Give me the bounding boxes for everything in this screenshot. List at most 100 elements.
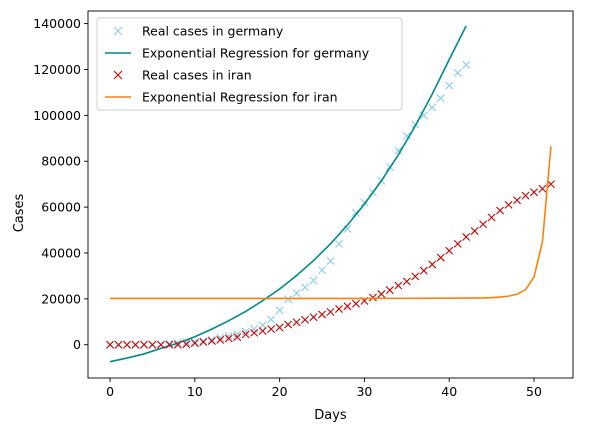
data-point: [402, 132, 411, 140]
data-point: [326, 307, 335, 316]
legend-item: Exponential Regression for iran: [105, 90, 338, 105]
data-point: [428, 260, 437, 269]
data-point: [487, 213, 496, 222]
data-point: [445, 81, 454, 90]
y-tick-label: 60000: [41, 200, 81, 215]
series-2: [106, 180, 555, 349]
data-point: [258, 321, 267, 330]
data-point: [292, 289, 301, 298]
x-tick-label: 30: [356, 384, 372, 399]
data-point: [148, 340, 157, 349]
data-point: [284, 320, 293, 329]
plot-area: [106, 25, 555, 363]
axes-frame: [87, 10, 574, 379]
data-point: [538, 184, 547, 193]
data-point: [199, 337, 208, 346]
data-point: [453, 68, 462, 77]
data-point: [394, 146, 403, 155]
data-point: [139, 340, 148, 349]
y-tick-label: 0: [73, 337, 81, 352]
x-tick-label: 40: [441, 384, 457, 399]
data-point: [301, 315, 310, 324]
data-point: [462, 232, 471, 241]
data-point: [241, 327, 250, 336]
data-point: [402, 277, 411, 286]
legend-box: [96, 17, 403, 111]
data-point: [453, 239, 462, 248]
y-tick-label: 80000: [41, 154, 81, 169]
data-point: [470, 226, 479, 235]
legend-swatch: [113, 70, 123, 80]
x-tick-label: 20: [272, 384, 288, 399]
series-3: [110, 146, 552, 300]
data-point: [250, 324, 259, 333]
data-point: [343, 302, 352, 311]
data-point: [233, 330, 242, 339]
data-point: [513, 196, 522, 205]
data-point: [275, 306, 284, 315]
legend-item: Real cases in iran: [113, 68, 252, 83]
data-point: [351, 299, 360, 308]
data-point: [377, 290, 386, 299]
data-point: [267, 325, 276, 334]
data-point: [275, 323, 284, 332]
data-point: [224, 332, 233, 341]
series-1: [109, 25, 467, 363]
data-point: [258, 326, 267, 335]
y-tick-label: 120000: [33, 62, 81, 77]
data-point: [267, 315, 276, 324]
data-point: [199, 337, 208, 346]
data-point: [233, 333, 242, 342]
x-tick-label: 0: [106, 384, 114, 399]
data-point: [385, 286, 394, 295]
data-point: [216, 335, 225, 344]
data-point: [334, 304, 343, 313]
data-point: [479, 220, 488, 229]
data-point: [190, 337, 199, 346]
data-point: [436, 253, 445, 262]
legend-label: Real cases in iran: [142, 68, 252, 83]
data-point: [419, 266, 428, 275]
data-point: [207, 337, 216, 346]
data-point: [173, 340, 182, 349]
data-point: [284, 295, 293, 304]
data-point: [309, 276, 318, 285]
data-point: [156, 340, 165, 349]
data-point: [428, 103, 437, 112]
data-point: [165, 340, 174, 349]
y-tick-label: 100000: [33, 108, 81, 123]
data-point: [106, 340, 115, 349]
data-point: [123, 340, 131, 349]
data-point: [326, 257, 335, 266]
y-tick-label: 20000: [41, 291, 81, 306]
data-point: [521, 191, 530, 200]
y-tick-label: 40000: [41, 245, 81, 260]
data-point: [131, 340, 140, 349]
legend-label: Exponential Regression for iran: [142, 90, 338, 105]
data-point: [496, 206, 505, 215]
data-point: [318, 266, 327, 275]
data-point: [114, 340, 123, 349]
data-point: [445, 246, 454, 255]
data-point: [216, 333, 225, 342]
series-line: [110, 146, 552, 300]
legend: Real cases in germany Exponential Regress…: [96, 17, 403, 111]
legend-item: Real cases in germany: [113, 24, 284, 39]
legend-swatch: [113, 26, 123, 36]
data-point: [207, 335, 216, 344]
x-tick-label: 50: [526, 384, 542, 399]
data-point: [292, 318, 301, 327]
data-point: [411, 272, 420, 281]
axes: 0 10 20 30 40 50 0 20000 40000 60000 80000 100000 12…: [33, 10, 574, 399]
x-tick-label: 10: [187, 384, 203, 399]
data-point: [334, 239, 343, 248]
data-point: [530, 188, 538, 197]
x-axis-label: Days: [314, 408, 347, 423]
data-point: [394, 281, 403, 290]
data-point: [190, 339, 199, 348]
data-point: [301, 283, 310, 292]
y-tick-label: 140000: [33, 16, 81, 31]
data-point: [368, 293, 377, 302]
data-point: [224, 334, 233, 343]
